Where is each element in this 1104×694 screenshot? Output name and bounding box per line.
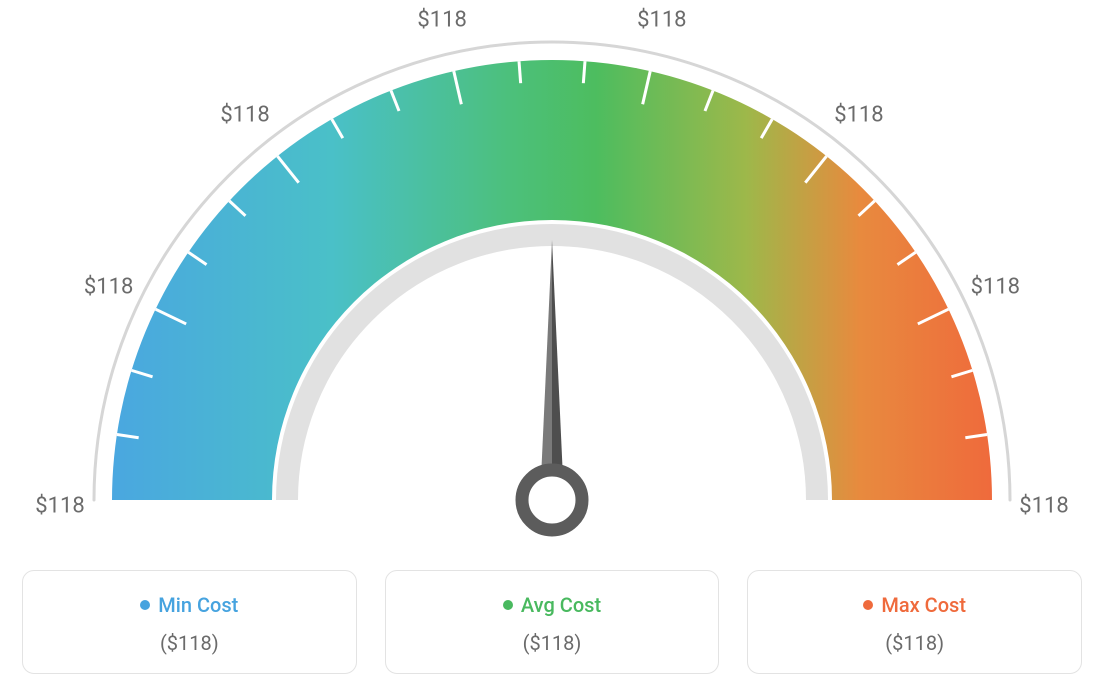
legend-card-avg: Avg Cost ($118) [385,570,720,674]
legend-label: Avg Cost [521,593,601,617]
needle-left [540,240,552,500]
gauge-label: $118 [637,8,686,33]
legend-dot-icon [503,600,513,610]
legend-dot-icon [863,600,873,610]
gauge-chart: $118$118$118$118$118$118$118$118 [22,20,1082,540]
legend-title: Min Cost [140,593,238,617]
gauge-label: $118 [220,103,269,128]
tick-minor [519,61,521,83]
legend-label: Min Cost [158,593,238,617]
legend-value: ($118) [758,631,1071,655]
gauge-svg [22,20,1082,540]
legend-row: Min Cost ($118) Avg Cost ($118) Max Cost… [22,570,1082,674]
gauge-label: $118 [84,274,133,299]
legend-card-min: Min Cost ($118) [22,570,357,674]
legend-title: Avg Cost [503,593,601,617]
legend-card-max: Max Cost ($118) [747,570,1082,674]
gauge-label: $118 [417,8,466,33]
needle-right [552,240,564,500]
gauge-label: $118 [35,494,84,519]
tick-minor [583,61,585,83]
gauge-label: $118 [834,103,883,128]
legend-value: ($118) [33,631,346,655]
gauge-label: $118 [971,274,1020,299]
legend-title: Max Cost [863,593,966,617]
legend-label: Max Cost [881,593,966,617]
legend-dot-icon [140,600,150,610]
needle-hub [522,470,582,530]
legend-value: ($118) [396,631,709,655]
gauge-label: $118 [1019,494,1068,519]
